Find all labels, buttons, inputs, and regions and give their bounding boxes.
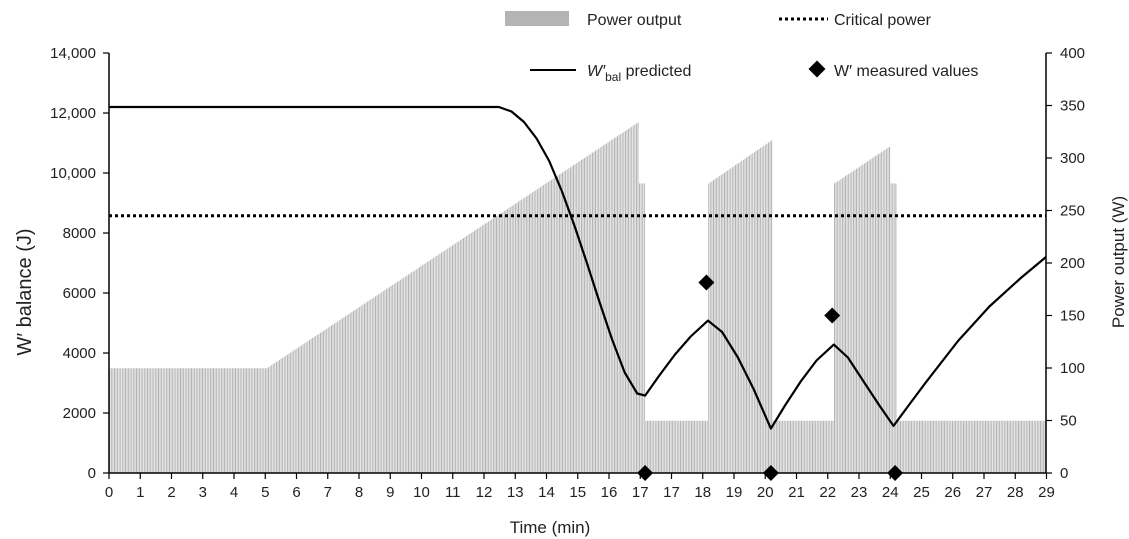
x-axis-tick-label: 7 xyxy=(324,484,332,501)
right-axis-tick-label: 50 xyxy=(1060,413,1077,430)
x-axis-tick-label: 10 xyxy=(413,484,430,501)
right-axis-tick-label: 250 xyxy=(1060,203,1085,220)
x-axis-tick-label: 0 xyxy=(105,484,113,501)
x-axis-tick-label: 24 xyxy=(882,484,899,501)
legend-power-output-label: Power output xyxy=(587,12,682,29)
right-axis-tick-label: 150 xyxy=(1060,308,1085,325)
left-axis-tick-label: 4000 xyxy=(63,345,96,362)
right-axis-tick-label: 350 xyxy=(1060,98,1085,115)
legend-wbal-label: W′bal predicted xyxy=(587,63,691,84)
right-axis-tick-label: 200 xyxy=(1060,255,1085,272)
x-axis-tick-label: 29 xyxy=(1038,484,1055,501)
legend: Power output Critical power W′bal predic… xyxy=(505,11,978,84)
power-output-bars xyxy=(109,122,1046,473)
x-axis-tick-label: 9 xyxy=(386,484,394,501)
x-axis-tick-label: 4 xyxy=(230,484,238,501)
right-axis-tick-label: 400 xyxy=(1060,45,1085,62)
x-axis-tick-label: 6 xyxy=(292,484,300,501)
x-axis-tick-label: 17 xyxy=(663,484,680,501)
x-axis-tick-label: 15 xyxy=(569,484,586,501)
x-axis-title: Time (min) xyxy=(510,518,591,537)
x-axis-tick-label: 19 xyxy=(726,484,743,501)
x-axis-tick-label: 3 xyxy=(199,484,207,501)
legend-measured-label: W′ measured values xyxy=(834,63,978,80)
left-axis-tick-label: 8000 xyxy=(63,225,96,242)
x-axis-tick-label: 20 xyxy=(757,484,774,501)
x-axis-tick-label: 1 xyxy=(136,484,144,501)
x-axis-tick-label: 16 xyxy=(601,484,618,501)
x-axis-tick-label: 25 xyxy=(913,484,930,501)
left-axis-tick-label: 14,000 xyxy=(50,45,96,62)
legend-wbal-symbol: W′ xyxy=(587,63,606,80)
x-axis-tick-label: 23 xyxy=(851,484,868,501)
x-axis-tick-label: 8 xyxy=(355,484,363,501)
legend-wbal-suffix: predicted xyxy=(621,63,691,80)
legend-critical-power-label: Critical power xyxy=(834,12,932,29)
x-axis-tick-label: 12 xyxy=(476,484,493,501)
x-axis-tick-label: 22 xyxy=(819,484,836,501)
x-axis-tick-label: 2 xyxy=(167,484,175,501)
x-axis-tick-label: 17 xyxy=(632,484,649,501)
legend-power-output-swatch xyxy=(505,11,569,26)
right-axis-tick-label: 300 xyxy=(1060,150,1085,167)
left-axis-tick-label: 2000 xyxy=(63,405,96,422)
left-axis-tick-label: 0 xyxy=(88,465,96,482)
x-axis-tick-label: 21 xyxy=(788,484,805,501)
x-axis-tick-label: 5 xyxy=(261,484,269,501)
x-axis-tick-label: 14 xyxy=(538,484,555,501)
x-axis-tick-label: 13 xyxy=(507,484,524,501)
x-axis-tick-label: 18 xyxy=(694,484,711,501)
left-axis-tick-label: 10,000 xyxy=(50,165,96,182)
legend-wbal-subscript: bal xyxy=(605,70,621,84)
left-axis-tick-label: 12,000 xyxy=(50,105,96,122)
x-axis-tick-label: 11 xyxy=(445,484,461,501)
right-axis-title: Power output (W) xyxy=(1109,196,1128,328)
legend-measured-swatch xyxy=(809,61,826,78)
x-axis-tick-label: 28 xyxy=(1007,484,1024,501)
left-axis-title: W′ balance (J) xyxy=(14,228,36,355)
right-axis-tick-label: 0 xyxy=(1060,465,1068,482)
x-axis-tick-label: 26 xyxy=(944,484,961,501)
right-axis-tick-label: 100 xyxy=(1060,360,1085,377)
x-axis-tick-label: 27 xyxy=(976,484,993,501)
left-axis-tick-label: 6000 xyxy=(63,285,96,302)
